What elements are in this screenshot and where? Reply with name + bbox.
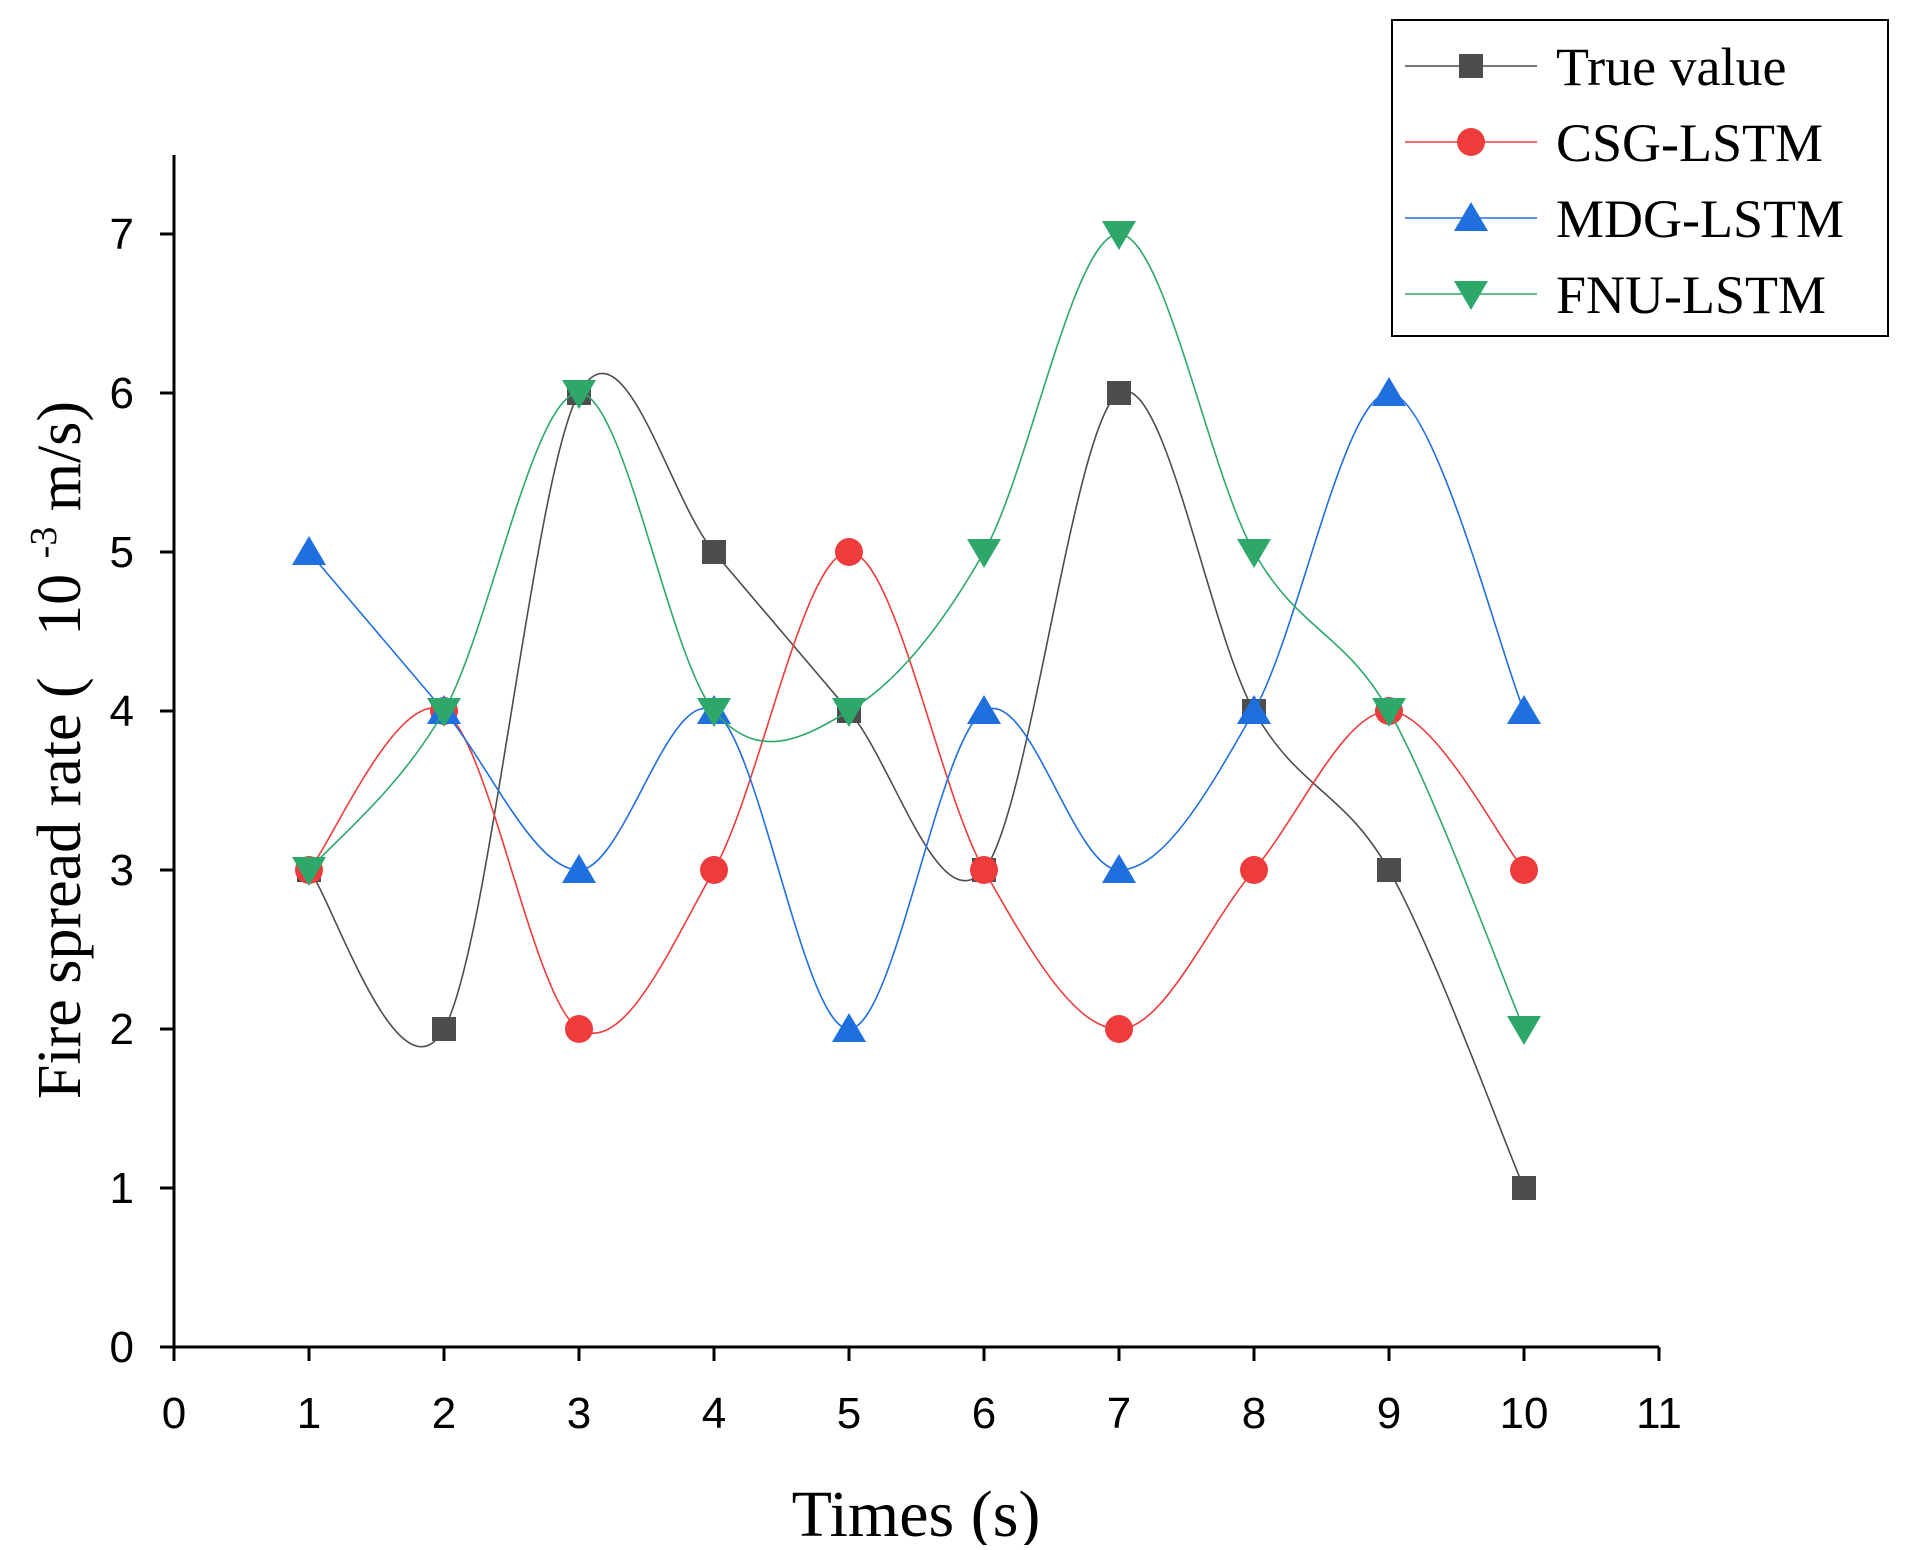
legend: True value CSG-LSTM MDG-LSTM FNU-LSTM [1391, 19, 1889, 337]
y-tick-label: 5 [110, 528, 134, 577]
data-point [1507, 695, 1541, 724]
data-point [700, 856, 728, 884]
y-tick-label: 4 [110, 687, 134, 736]
data-point [1237, 539, 1271, 568]
data-point [832, 1013, 866, 1042]
legend-label: MDG-LSTM [1556, 189, 1844, 249]
series-mdg-lstm [292, 377, 1541, 1042]
legend-marker [1459, 54, 1483, 78]
legend-marker [1454, 202, 1488, 231]
data-point [1377, 858, 1401, 882]
data-point [292, 857, 326, 886]
data-point [967, 695, 1001, 724]
data-point [1102, 221, 1136, 250]
y-tick-label: 7 [110, 210, 134, 259]
data-point [832, 698, 866, 727]
x-tick-label: 1 [297, 1389, 321, 1438]
data-point [427, 698, 461, 727]
legend-item: True value [1405, 37, 1786, 97]
y-axis-label: Fire spread rate ( 10 -3 m/s) [2, 401, 94, 1099]
legend-item: CSG-LSTM [1405, 113, 1823, 173]
series-true-value [297, 372, 1536, 1200]
data-point [835, 538, 863, 566]
y-tick-label: 2 [110, 1005, 134, 1054]
data-point [432, 1017, 456, 1041]
x-tick-label: 4 [702, 1389, 726, 1438]
data-point [1507, 1016, 1541, 1045]
series-line [308, 392, 1525, 1030]
legend-label: FNU-LSTM [1556, 265, 1826, 325]
data-point [1512, 1176, 1536, 1200]
legend-marker [1454, 281, 1488, 310]
data-point [1372, 698, 1406, 727]
series-line [308, 551, 1525, 1034]
data-point [562, 380, 596, 409]
data-point [1107, 381, 1131, 405]
y-axis-label-unit: m/s) [26, 401, 94, 511]
y-tick-label: 0 [110, 1323, 134, 1372]
x-tick-label: 9 [1377, 1389, 1401, 1438]
y-axis-label-base: 10 [26, 574, 94, 636]
data-point [292, 536, 326, 565]
legend-label: CSG-LSTM [1556, 113, 1823, 173]
data-point [1237, 695, 1271, 724]
data-point [702, 540, 726, 564]
legend-label: True value [1556, 37, 1786, 97]
data-point [970, 856, 998, 884]
series-fnu-lstm [292, 221, 1541, 1045]
x-tick-label: 6 [972, 1389, 996, 1438]
data-point [1372, 377, 1406, 406]
series-line [308, 372, 1525, 1189]
series [292, 221, 1541, 1200]
x-tick-label: 5 [837, 1389, 861, 1438]
x-ticks: 0 1 2 3 4 5 6 7 8 9 10 11 [162, 1347, 1682, 1438]
x-tick-label: 2 [432, 1389, 456, 1438]
series-line [308, 233, 1525, 1030]
y-tick-label: 3 [110, 846, 134, 895]
x-tick-label: 11 [1636, 1389, 1682, 1438]
legend-item: FNU-LSTM [1405, 265, 1826, 325]
data-point [967, 539, 1001, 568]
x-tick-label: 7 [1107, 1389, 1131, 1438]
data-point [562, 854, 596, 883]
y-ticks: 0 1 2 3 4 5 6 7 [110, 210, 174, 1372]
data-point [1240, 856, 1268, 884]
y-tick-label: 6 [110, 369, 134, 418]
x-tick-label: 3 [567, 1389, 591, 1438]
axes [172, 155, 1659, 1349]
x-tick-label: 10 [1500, 1389, 1549, 1438]
data-point [1105, 1015, 1133, 1043]
series-csg-lstm [295, 538, 1538, 1043]
x-tick-label: 0 [162, 1389, 186, 1438]
legend-items: True value CSG-LSTM MDG-LSTM FNU-LSTM [1405, 37, 1844, 325]
data-point [1102, 854, 1136, 883]
data-point [697, 698, 731, 727]
y-axis-label-exponent: -3 [23, 527, 65, 559]
x-axis-label: Times (s) [792, 1478, 1041, 1545]
legend-item: MDG-LSTM [1405, 189, 1844, 249]
legend-marker [1457, 128, 1485, 156]
data-point [565, 1015, 593, 1043]
x-tick-label: 8 [1242, 1389, 1266, 1438]
y-axis-label-prefix: Fire spread rate ( [26, 677, 94, 1099]
data-point [1510, 856, 1538, 884]
y-tick-label: 1 [110, 1164, 134, 1213]
